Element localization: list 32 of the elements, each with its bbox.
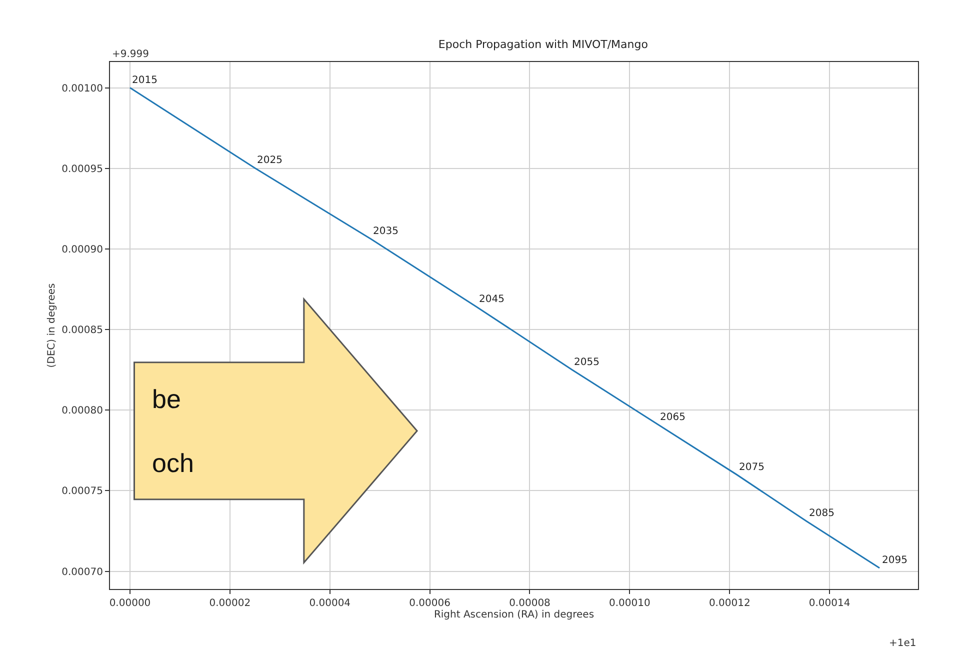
annotation: 2075 bbox=[739, 462, 764, 473]
y-tick-label: 0.00100 bbox=[62, 83, 103, 94]
y-axis-title: (DEC) in degrees bbox=[46, 283, 58, 368]
annotation: 2095 bbox=[882, 555, 908, 566]
x-tick-label: 0.00004 bbox=[309, 598, 351, 609]
annotation: 2055 bbox=[574, 357, 600, 368]
annotation: 2035 bbox=[373, 226, 398, 237]
x-tick-label: 0.00012 bbox=[708, 598, 750, 609]
line-series bbox=[129, 87, 880, 569]
y-tick-label: 0.00085 bbox=[62, 325, 103, 336]
y-tick-label: 0.00070 bbox=[62, 566, 103, 578]
text: +1e1 bbox=[889, 638, 916, 649]
x-tick-label: 0.00008 bbox=[509, 598, 550, 609]
x-tick-label: 0.00010 bbox=[609, 598, 650, 609]
annotation: 2065 bbox=[660, 412, 686, 423]
text: +9.999 bbox=[112, 49, 150, 60]
y-tick-label: 0.00080 bbox=[62, 406, 103, 417]
y-tick-label: 0.00095 bbox=[62, 164, 103, 175]
x-axis-title: Right Ascension (RA) in degrees bbox=[434, 610, 594, 620]
annotation: 2045 bbox=[479, 294, 504, 305]
x-tick-label: 0.00014 bbox=[808, 598, 850, 609]
x-tick-label: 0.00000 bbox=[109, 598, 151, 609]
x-tick-label: 0.00006 bbox=[409, 598, 450, 609]
annotation: be bbox=[152, 384, 181, 414]
y-tick-label: 0.00075 bbox=[62, 486, 103, 498]
chart-title: Epoch Propagation with MIVOT/Mango bbox=[438, 38, 648, 51]
annotation: 2025 bbox=[257, 155, 282, 166]
annotation: 2085 bbox=[809, 508, 834, 519]
annotation: 2015 bbox=[132, 75, 158, 86]
y-tick-label: 0.00090 bbox=[62, 244, 103, 256]
annotation: och bbox=[152, 448, 194, 478]
x-tick-label: 0.00002 bbox=[209, 598, 251, 609]
